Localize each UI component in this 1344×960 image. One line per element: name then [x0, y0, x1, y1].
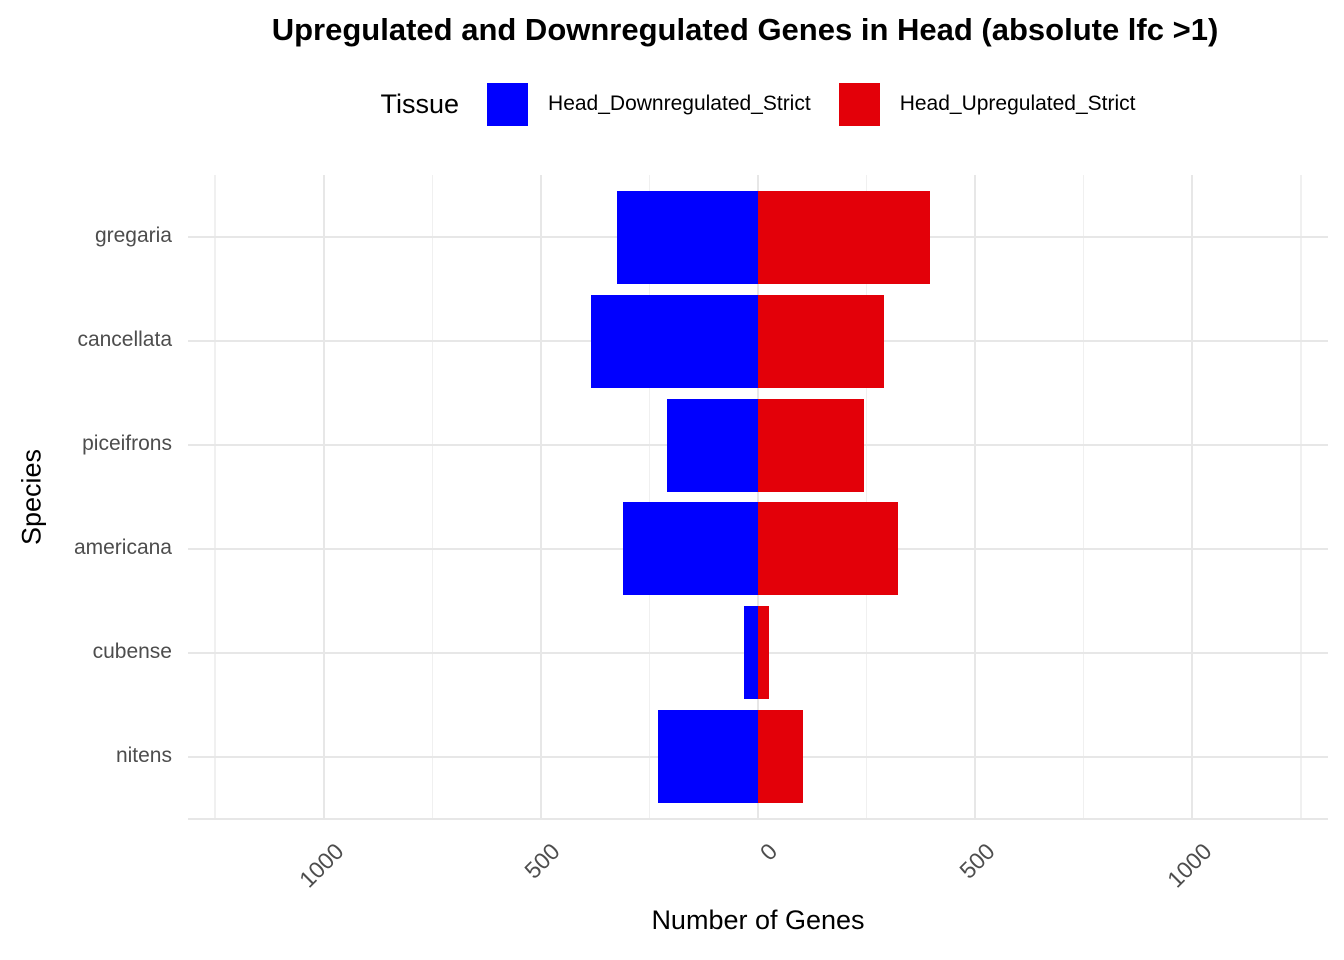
y-tick-label-piceifrons: piceifrons	[82, 432, 172, 456]
x-tick-label-text--1000: 1000	[293, 838, 349, 893]
legend: Tissue Head_Downregulated_Strict Head_Up…	[188, 78, 1328, 130]
bar-upregulated-gregaria	[758, 190, 930, 284]
bar-upregulated-americana	[758, 502, 898, 596]
gridline-major-x-1000	[322, 175, 325, 819]
y-tick-label-cubense: cubense	[92, 639, 172, 663]
gridline-minor-x1250	[1300, 175, 1302, 819]
bar-upregulated-nitens	[758, 710, 804, 804]
bar-upregulated-piceifrons	[758, 398, 864, 492]
x-tick-label-text--500: 500	[519, 838, 566, 884]
legend-title: Tissue	[380, 88, 460, 119]
bar-upregulated-cubense	[758, 606, 769, 700]
gridline-major-x0	[757, 175, 759, 819]
bar-downregulated-piceifrons	[667, 398, 758, 492]
bar-downregulated-cancellata	[590, 294, 758, 388]
bar-downregulated-cubense	[744, 606, 758, 700]
bar-upregulated-cancellata	[758, 294, 884, 388]
chart-title: Upregulated and Downregulated Genes in H…	[271, 12, 1219, 47]
bar-downregulated-gregaria	[616, 190, 758, 284]
x-tick-label-text-500: 500	[954, 838, 1000, 884]
legend-label-upregulated: Head_Upregulated_Strict	[899, 92, 1136, 115]
legend-item-downregulated: Head_Downregulated_Strict	[487, 82, 811, 126]
gridline-major-x-500	[539, 175, 542, 819]
bar-downregulated-nitens	[657, 710, 758, 804]
y-tick-label-americana: americana	[73, 535, 172, 559]
y-axis-title: Species	[16, 448, 47, 546]
gridline-major-x1000	[1191, 175, 1194, 819]
y-tick-label-gregaria: gregaria	[94, 224, 172, 248]
gridline-panel-bottom	[188, 818, 1328, 820]
x-tick-label-text-1000: 1000	[1162, 838, 1217, 893]
legend-label-downregulated: Head_Downregulated_Strict	[548, 92, 811, 115]
legend-swatch-downregulated-icon	[487, 82, 529, 126]
y-tick-label-cancellata: cancellata	[77, 328, 172, 352]
gridline-minor-x-750	[431, 175, 434, 819]
y-tick-label-nitens: nitens	[115, 743, 172, 767]
gridline-major-x500	[974, 175, 977, 819]
legend-item-upregulated: Head_Upregulated_Strict	[838, 82, 1136, 126]
gridline-minor-x-250	[648, 175, 651, 819]
gridline-minor-x250	[865, 175, 868, 819]
x-tick-label-text-0: 0	[754, 838, 783, 866]
x-axis-title: Number of Genes	[651, 905, 865, 935]
gridline-minor-x-1250	[214, 175, 216, 819]
gridline-minor-x750	[1082, 175, 1085, 819]
legend-swatch-upregulated-icon	[838, 82, 880, 126]
bar-downregulated-americana	[622, 502, 758, 596]
